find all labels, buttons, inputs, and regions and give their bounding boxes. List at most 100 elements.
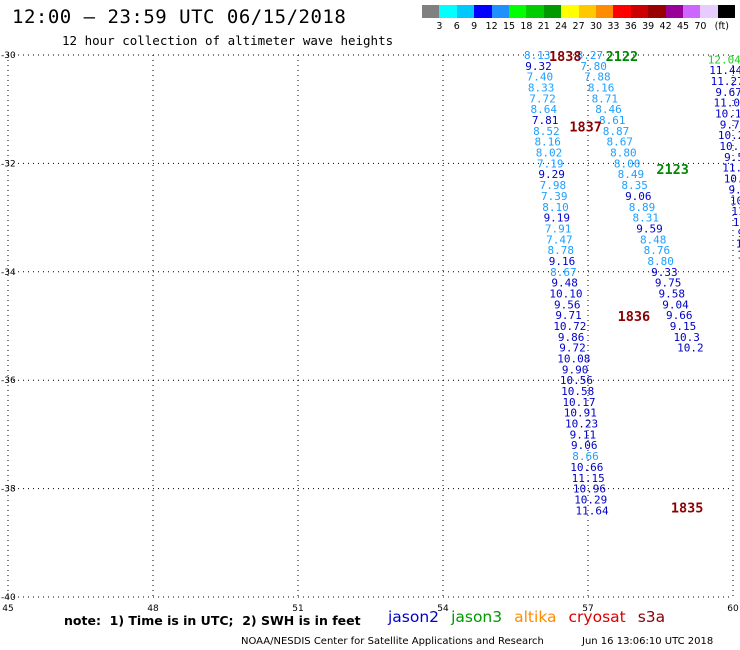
lon-tick-label: 51: [292, 604, 303, 614]
orbit-number-label: 1837: [569, 120, 602, 136]
wave-height-value: 9.71: [720, 118, 740, 131]
wave-height-value: 8.64: [531, 103, 558, 116]
wave-height-value: 8.87: [603, 125, 630, 138]
wave-height-value: 8.71: [592, 92, 619, 105]
colorbar-swatch: [700, 5, 718, 18]
wave-height-value: 8.80: [610, 147, 637, 160]
wave-height-value: 7.47: [546, 233, 573, 246]
colorbar-swatch: [526, 5, 544, 18]
colorbar-tick: 12: [485, 21, 498, 32]
colorbar-swatch: [613, 5, 631, 18]
wave-height-value: 10.91: [564, 407, 597, 420]
wave-height-value: 10.17: [562, 396, 595, 409]
colorbar-tick: 33: [607, 21, 620, 32]
wave-height-value: 10.56: [560, 374, 593, 387]
wave-height-value: 9.59: [636, 222, 663, 235]
colorbar-unit: (ft): [714, 21, 729, 32]
wave-height-value: 10.58: [561, 385, 594, 398]
legend-altika: altika: [514, 608, 557, 626]
wave-height-value: 11.03: [714, 97, 740, 110]
wave-height-value: 10.23: [565, 418, 598, 431]
map-title: 12:00 – 23:59 UTC 06/15/2018: [12, 6, 347, 28]
wave-height-value: 9.75: [655, 277, 682, 290]
wave-height-value: 7.80: [580, 60, 607, 73]
wave-height-value: 9.78: [728, 183, 740, 196]
wave-height-value: 9.29: [538, 168, 565, 181]
lat-tick-label: -40: [1, 593, 16, 603]
wave-height-value: 8.10: [542, 201, 569, 214]
wave-height-value: 11.5: [733, 216, 740, 229]
colorbar-swatch: [509, 5, 527, 18]
wave-height-value: 8.67: [606, 136, 633, 149]
lat-tick-label: -38: [1, 485, 16, 495]
colorbar-tick: 18: [520, 21, 533, 32]
wave-height-value: 8.46: [595, 103, 622, 116]
wave-height-value: 10.11: [715, 108, 740, 121]
wave-height-value: 9.56: [554, 298, 581, 311]
colorbar-tick: 70: [694, 21, 707, 32]
wave-height-value: 7.72: [529, 92, 556, 105]
wave-height-value: 9.19: [544, 212, 571, 225]
colorbar-tick: 42: [659, 21, 672, 32]
wave-height-value: 9.86: [558, 331, 585, 344]
wave-height-value: 8.89: [629, 201, 656, 214]
lon-tick-label: 48: [147, 604, 159, 614]
colorbar-tick: 24: [555, 21, 568, 32]
wave-height-value: 7.98: [540, 179, 567, 192]
legend-cryosat: cryosat: [568, 608, 626, 626]
wave-height-value: 9.06: [571, 439, 598, 452]
colorbar-tick: 9: [471, 21, 478, 32]
wave-height-value: 9.16: [549, 255, 576, 268]
colorbar-tick: 27: [572, 21, 585, 32]
wave-height-value: 8.67: [550, 266, 577, 279]
wave-height-value: 7.19: [537, 157, 564, 170]
colorbar-swatch: [683, 5, 701, 18]
wave-height-value: 11.64: [575, 504, 608, 517]
jason3-track-2122: 8.277.807.888.168.718.468.618.878.678.80…: [577, 49, 704, 355]
wave-height-value: 9.58: [659, 287, 686, 300]
wave-height-value: 11.27: [711, 75, 740, 88]
colorbar-tick: 21: [537, 21, 550, 32]
wave-height-tracks: 8.139.327.408.337.728.647.818.528.168.02…: [524, 49, 740, 517]
wave-height-value: 9.90: [562, 363, 589, 376]
colorbar-tick: 39: [642, 21, 655, 32]
wave-height-value: 8.61: [599, 114, 626, 127]
wave-height-value: 11.2: [731, 205, 740, 218]
wave-height-value: 10.08: [557, 353, 590, 366]
lat-tick-label: -36: [1, 376, 16, 386]
wave-height-value: 8.00: [614, 157, 641, 170]
colorbar-tick: 6: [453, 21, 460, 32]
lat-tick-label: -30: [1, 51, 16, 61]
colorbar-tick: 3: [436, 21, 443, 32]
lon-tick-label: 57: [582, 604, 593, 614]
colorbar-swatch: [491, 5, 509, 18]
wave-height-value: 10.29: [574, 493, 607, 506]
wave-height-value: 8.13: [524, 49, 551, 62]
lon-tick-label: 45: [2, 604, 13, 614]
lon-tick-label: 54: [437, 604, 449, 614]
wave-height-value: 8.66: [572, 450, 599, 463]
wave-height-value: 10.72: [553, 320, 586, 333]
orbit-number-label: 1836: [618, 309, 651, 325]
wave-height-value: 10.10: [549, 287, 582, 300]
units-note: note: 1) Time is in UTC; 2) SWH is in fe…: [64, 613, 361, 628]
wave-height-value: 10.2: [677, 342, 704, 355]
colorbar-swatch: [630, 5, 649, 18]
wave-height-value: 8.16: [534, 136, 561, 149]
colorbar-swatch: [596, 5, 614, 18]
wave-height-value: 9.57: [724, 151, 740, 164]
wave-height-value: 10.72: [719, 140, 740, 153]
wave-height-value: 8.76: [644, 244, 671, 257]
colorbar-tick: 15: [502, 21, 516, 32]
colorbar-tick: 36: [624, 21, 637, 32]
wave-height-value: 9.66: [666, 309, 693, 322]
wave-height-value: 10.96: [573, 483, 606, 496]
colorbar-swatch: [648, 5, 666, 18]
wave-height-value: 11.15: [572, 472, 605, 485]
wave-height-value: 11.0: [736, 238, 740, 251]
lat-tick-label: -32: [1, 159, 16, 169]
cryosat-track-right: 12.0411.4411.279.6711.0310.119.7110.2010…: [708, 53, 740, 261]
wave-height-value: 10.3: [673, 331, 700, 344]
wave-height-value: 9.67: [715, 86, 740, 99]
orbit-number-label: 2122: [606, 49, 639, 65]
